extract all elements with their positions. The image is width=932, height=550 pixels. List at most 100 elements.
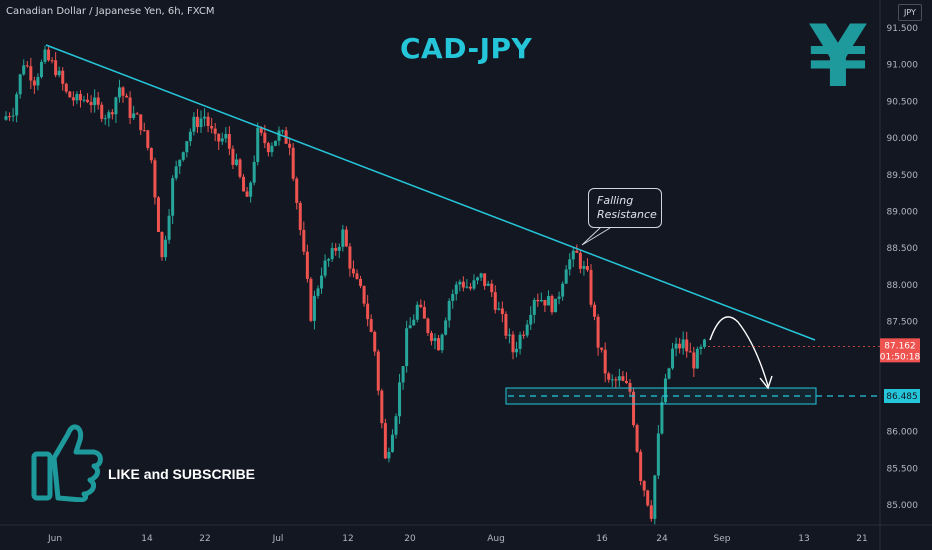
candle-body [323,260,327,276]
candle-body [362,285,366,304]
candle-body [451,294,455,301]
candle-body [64,83,68,92]
like-subscribe-text: LIKE and SUBSCRIBE [108,466,256,482]
candle-body [146,130,150,148]
candle-body [344,229,348,247]
candle-body [546,296,550,306]
candle-body [483,273,487,286]
y-tick-label: 85.000 [887,501,919,511]
candle-body [174,166,178,179]
candle-body [649,505,653,519]
candle-body [11,115,15,117]
candle-body [142,130,146,132]
candle-body [348,246,352,269]
candle-body [305,251,309,279]
candle-body [266,143,270,153]
x-tick-label: Aug [487,534,505,544]
candle-body [419,304,423,307]
candle-body [164,239,168,258]
candle-body [22,65,26,75]
candle-body [671,348,675,369]
x-tick-label: 22 [199,534,210,544]
candle-body [653,475,657,519]
candle-body [178,159,182,167]
candle-body [249,182,253,197]
candle-body [277,130,281,141]
y-tick-label: 90.500 [887,97,919,107]
candle-body [408,325,412,329]
candle-body [121,87,125,96]
candle-body [536,299,540,302]
candle-body [82,99,86,101]
candle-body [522,334,526,336]
candle-body [302,229,306,252]
candle-body [355,273,359,279]
candle-body [291,147,295,179]
candle-body [568,259,572,270]
candle-body [607,373,611,380]
candle-body [217,133,221,142]
candle-body [614,379,618,381]
y-tick-label: 88.500 [887,244,919,254]
x-tick-label: 14 [141,534,153,544]
x-tick-label: Sep [714,534,731,544]
candle-body [32,80,36,86]
candle-body [110,112,114,115]
candle-body [341,229,345,247]
candle-body [596,316,600,348]
candle-body [433,338,437,341]
callout-line1: Falling [597,194,634,207]
candle-body [135,113,139,115]
candle-body [369,319,373,332]
candle-body [96,97,100,105]
candle-body [610,379,614,381]
candle-body [465,286,469,288]
candle-body [507,334,511,336]
candle-body [656,433,660,476]
candle-body [699,346,703,349]
y-tick-label: 90.000 [887,134,919,144]
candle-body [600,347,604,350]
candle-body [86,99,90,102]
support-price-label: 86.485 [886,392,918,402]
candle-body [93,97,97,106]
candle-body [444,320,448,335]
candle-body [628,382,632,392]
projection-arrowhead [759,375,773,390]
candle-body [309,278,313,321]
candle-body [39,61,43,78]
candle-body [380,390,384,424]
candle-body [213,128,217,134]
candle-body [454,284,458,295]
falling-resistance-line[interactable] [45,44,816,341]
candle-body [195,116,199,128]
x-tick-label: 13 [798,534,809,544]
falling-resistance-callout: Falling Resistance [588,188,662,228]
candle-body [678,343,682,349]
y-tick-label: 89.500 [887,171,919,181]
candle-body [383,423,387,459]
candle-body [617,376,621,381]
y-tick-label: 85.500 [887,464,919,474]
countdown-label: 01:50:18 [880,352,921,362]
candle-body [702,339,706,347]
candle-body [337,246,341,251]
candle-body [681,339,685,349]
candle-body [387,451,391,459]
candle-body [525,324,529,336]
candle-body [43,49,47,62]
candle-body [171,178,175,216]
candle-body [564,269,568,284]
candle-body [227,134,231,149]
candle-body [312,295,316,321]
candle-body [224,134,228,139]
currency-selector[interactable]: JPY [898,4,922,21]
candle-body [316,288,320,296]
candle-body [68,91,72,98]
y-tick-label: 91.500 [887,24,919,34]
candle-body [472,280,476,289]
candle-body [57,70,61,76]
candle-body [390,434,394,452]
candle-body [561,283,565,297]
